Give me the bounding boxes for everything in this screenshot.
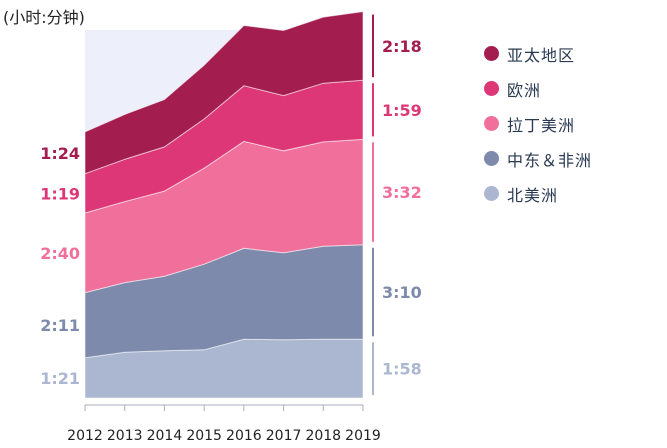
x-tick-label-3: 2015 — [186, 428, 222, 444]
legend-swatch — [484, 186, 499, 201]
end-label-0: 1:58 — [382, 360, 422, 379]
legend-swatch — [484, 81, 499, 96]
end-label-3: 1:59 — [382, 101, 422, 120]
legend-swatch — [484, 46, 499, 61]
area-4 — [84, 11, 364, 175]
legend-item: 欧洲 — [484, 71, 592, 106]
start-label-0: 1:21 — [40, 369, 80, 388]
x-tick-label-7: 2019 — [345, 428, 381, 444]
start-label-4: 1:24 — [40, 144, 80, 163]
end-label-4: 2:18 — [382, 37, 422, 56]
end-label-1: 3:10 — [382, 283, 422, 302]
legend: 亚太地区欧洲拉丁美洲中东＆非洲北美洲 — [484, 36, 592, 211]
legend-label: 拉丁美洲 — [507, 115, 576, 135]
legend-item: 亚太地区 — [484, 36, 592, 71]
legend-swatch — [484, 151, 499, 166]
legend-item: 中东＆非洲 — [484, 141, 592, 176]
start-label-3: 1:19 — [40, 184, 80, 203]
x-tick-label-1: 2013 — [107, 428, 143, 444]
start-label-2: 2:40 — [40, 244, 80, 263]
x-tick-label-2: 2014 — [147, 428, 183, 444]
chart-title: (小时:分钟) — [3, 8, 85, 27]
x-tick-label-0: 2012 — [67, 428, 103, 444]
legend-swatch — [484, 116, 499, 131]
legend-label: 亚太地区 — [507, 45, 576, 65]
legend-label: 北美洲 — [507, 185, 559, 205]
x-tick-label-6: 2018 — [305, 428, 341, 444]
x-tick-label-5: 2017 — [266, 428, 302, 444]
end-label-2: 3:32 — [382, 183, 422, 202]
legend-item: 北美洲 — [484, 176, 592, 211]
start-label-1: 2:11 — [40, 316, 80, 335]
legend-item: 拉丁美洲 — [484, 106, 592, 141]
legend-label: 欧洲 — [507, 80, 542, 100]
legend-label: 中东＆非洲 — [507, 150, 593, 170]
x-tick-label-4: 2016 — [226, 428, 262, 444]
